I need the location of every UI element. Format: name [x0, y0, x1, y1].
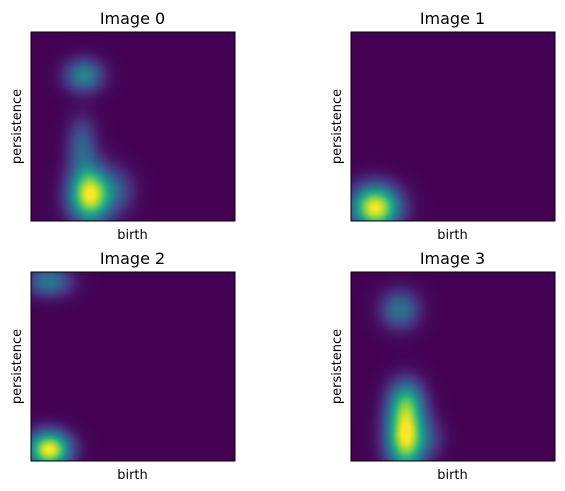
- subplot-image-0: Image 0 birth persistence: [10, 9, 236, 243]
- y-axis-label: persistence: [330, 329, 345, 404]
- heatmap-area: [31, 272, 235, 461]
- subplot-image-3: Image 3 birth persistence: [330, 249, 556, 483]
- x-axis-label: birth: [117, 228, 148, 243]
- axes-frame: [30, 271, 236, 462]
- x-axis-label: birth: [117, 468, 148, 483]
- heatmap-canvas: [351, 32, 555, 221]
- y-axis-label: persistence: [10, 89, 25, 164]
- x-axis-label: birth: [437, 468, 468, 483]
- subplot-title: Image 2: [100, 249, 165, 268]
- heatmap-area: [351, 272, 555, 461]
- heatmap-area: [31, 32, 235, 221]
- heatmap-area: [351, 32, 555, 221]
- y-axis-label: persistence: [10, 329, 25, 404]
- subplot-image-2: Image 2 birth persistence: [10, 249, 236, 483]
- subplot-title: Image 3: [420, 249, 485, 268]
- heatmap-canvas: [31, 32, 235, 221]
- x-axis-label: birth: [437, 228, 468, 243]
- heatmap-canvas: [31, 272, 235, 461]
- axes-frame: [30, 31, 236, 222]
- subplot-title: Image 0: [100, 9, 165, 28]
- axes-frame: [350, 271, 556, 462]
- subplot-title: Image 1: [420, 9, 485, 28]
- subplot-image-1: Image 1 birth persistence: [330, 9, 556, 243]
- heatmap-canvas: [351, 272, 555, 461]
- y-axis-label: persistence: [330, 89, 345, 164]
- axes-frame: [350, 31, 556, 222]
